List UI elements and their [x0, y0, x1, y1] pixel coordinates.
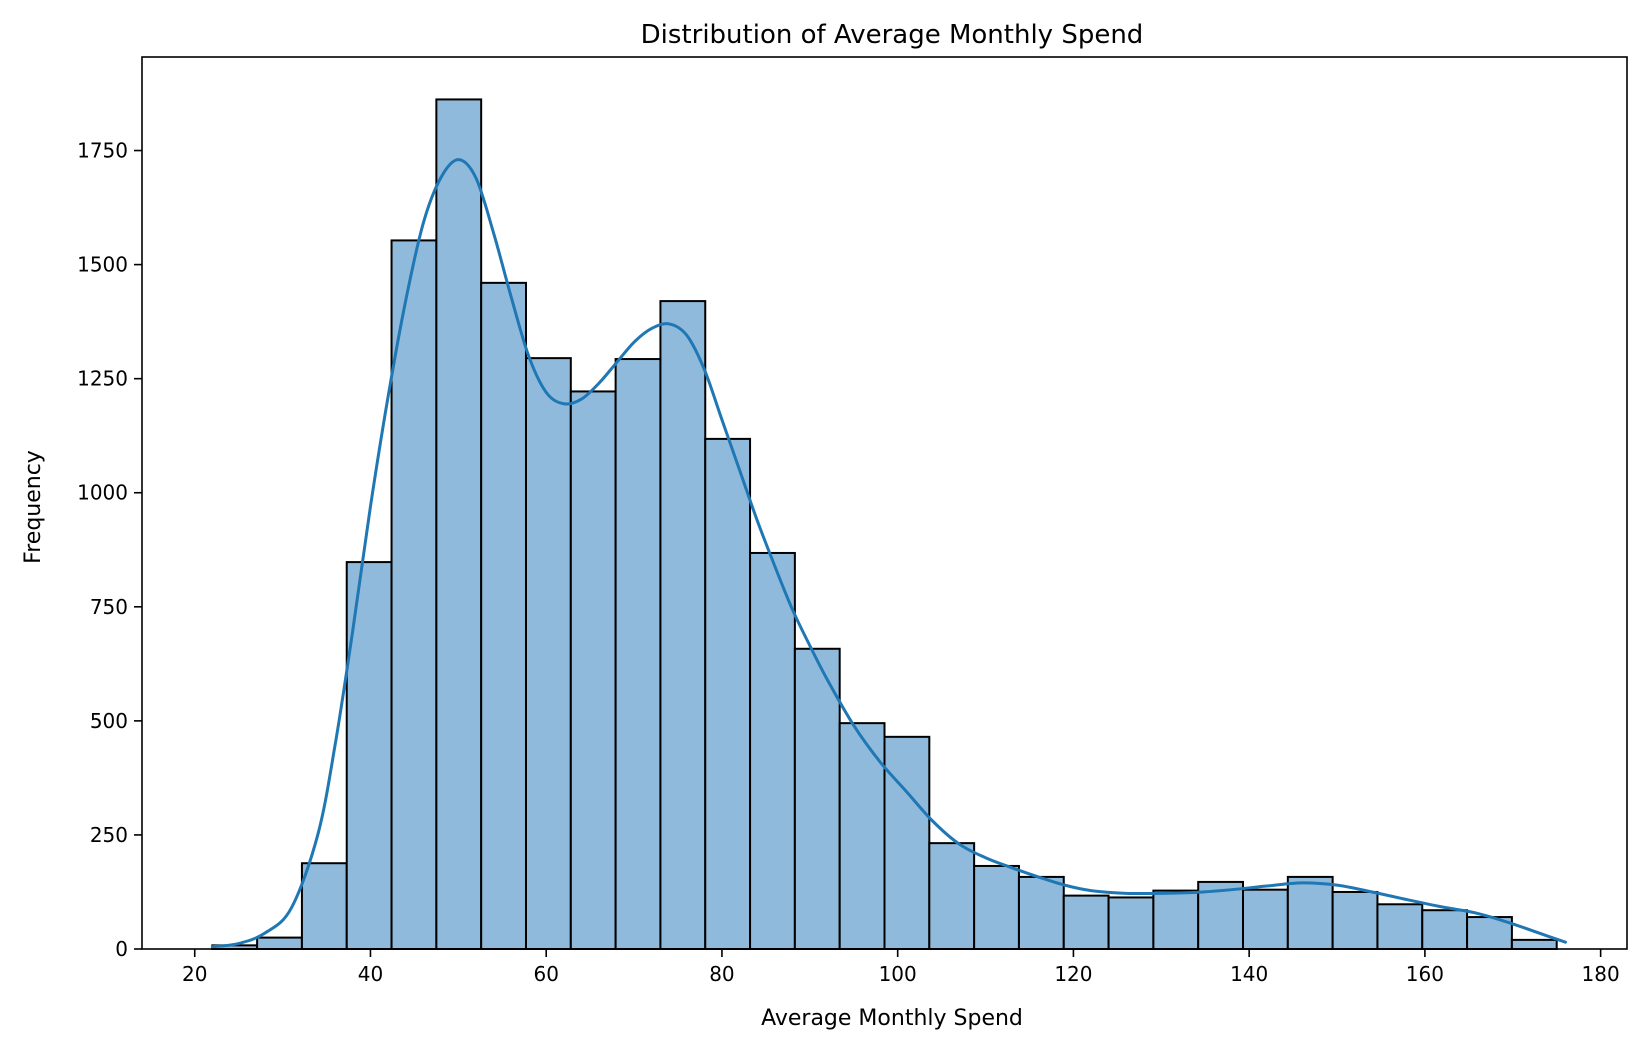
y-tick-label: 1750	[77, 139, 128, 163]
histogram-bar	[300, 862, 348, 950]
y-axis-title: Frequency	[21, 450, 46, 564]
histogram-bar	[838, 722, 886, 950]
histogram-bar	[256, 936, 303, 950]
histogram-bar	[1062, 894, 1110, 951]
x-axis-title: Average Monthly Spend	[761, 1006, 1023, 1031]
y-tick-label: 1000	[77, 481, 128, 505]
histogram-bar	[1331, 890, 1379, 950]
histogram-bar	[749, 551, 796, 950]
histogram-bar	[704, 437, 752, 950]
x-tick-label: 100	[879, 962, 917, 986]
x-tick-label: 80	[709, 962, 734, 986]
kde-curve	[210, 158, 1567, 949]
y-tick-label: 1250	[77, 367, 128, 391]
x-tick-label: 20	[182, 962, 207, 986]
x-tick-label: 140	[1230, 962, 1268, 986]
x-tick-label: 120	[1054, 962, 1092, 986]
plot-frame	[141, 56, 1628, 950]
y-tick-label: 500	[90, 709, 128, 733]
histogram-bar	[480, 281, 527, 950]
histogram-bar	[1286, 875, 1334, 950]
histogram-bar	[569, 390, 617, 950]
x-tick-label: 160	[1406, 962, 1444, 986]
y-tick-label: 250	[90, 823, 128, 847]
histogram-bar	[435, 98, 483, 950]
histogram-bar	[1421, 909, 1469, 951]
x-tick-label: 180	[1582, 962, 1620, 986]
chart-title: Distribution of Average Monthly Spend	[641, 20, 1144, 50]
y-axis-ticks: 0 250 500 750 1000 1250 1500 1750	[77, 139, 142, 961]
histogram-bar	[1017, 875, 1065, 950]
histogram-bar	[345, 561, 393, 950]
y-tick-label: 750	[90, 595, 128, 619]
histogram-bar	[793, 647, 841, 950]
y-tick-label: 1500	[77, 253, 128, 277]
histogram-bar	[973, 864, 1020, 951]
histogram-bar	[1510, 938, 1558, 951]
histogram-bar	[1376, 903, 1424, 951]
histogram-bar	[1107, 896, 1155, 951]
histogram-bar	[614, 358, 662, 950]
histogram-bar	[390, 239, 438, 950]
histogram-bars	[211, 98, 1558, 951]
histogram-bar	[1152, 889, 1200, 951]
x-axis-ticks: 20 40 60 80 100 120 140 160 180	[182, 949, 1620, 986]
x-tick-label: 40	[358, 962, 383, 986]
histogram-bar	[1242, 888, 1289, 951]
x-tick-label: 60	[533, 962, 558, 986]
histogram-bar	[524, 357, 572, 950]
histogram-bar	[928, 842, 976, 951]
y-tick-label: 0	[115, 937, 128, 961]
histogram-bar	[659, 300, 707, 950]
histogram-bar	[883, 735, 931, 950]
